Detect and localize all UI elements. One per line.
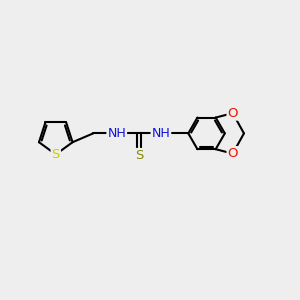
Text: NH: NH <box>152 127 170 140</box>
Text: O: O <box>227 106 238 120</box>
Text: S: S <box>52 148 60 161</box>
Text: NH: NH <box>107 127 126 140</box>
Text: S: S <box>135 149 143 162</box>
Text: O: O <box>227 147 238 160</box>
